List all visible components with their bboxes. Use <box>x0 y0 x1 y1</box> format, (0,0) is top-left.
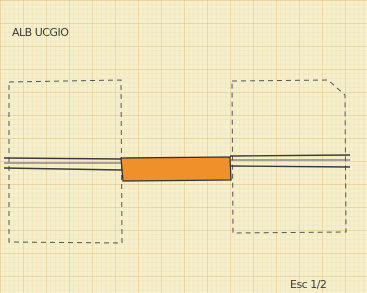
scale-note: Esc 1/2 <box>290 278 326 291</box>
sketch: ALB UCGIO Esc 1/2 <box>0 0 367 293</box>
wall-line <box>4 158 122 159</box>
grid <box>0 0 367 293</box>
sketch-title: ALB UCGIO <box>12 26 69 39</box>
wall-line <box>230 155 350 156</box>
wall-line <box>230 166 350 167</box>
orange-element <box>121 157 231 181</box>
page: ALB UCGIO Esc 1/2 (() => { const data = … <box>0 0 367 293</box>
